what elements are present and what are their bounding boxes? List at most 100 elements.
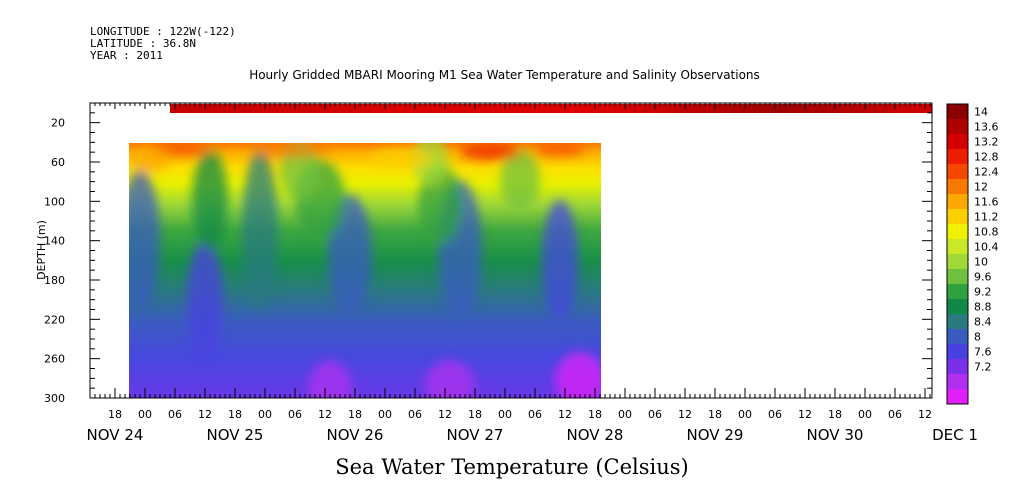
colorbar-label: 8.8: [974, 301, 992, 314]
colorbar-label: 10.4: [974, 241, 999, 254]
colorbar-swatch: [947, 344, 968, 360]
temperature-contour: [130, 148, 170, 172]
temperature-contour: [555, 352, 601, 398]
temperature-contour: [308, 360, 352, 398]
x-day-label: NOV 24: [87, 426, 144, 444]
x-hour-label: 18: [708, 408, 722, 421]
x-hour-label: 18: [348, 408, 362, 421]
colorbar-swatch: [947, 299, 968, 315]
temperature-contour: [129, 170, 160, 310]
colorbar-swatch: [947, 389, 968, 405]
x-hour-label: 12: [318, 408, 332, 421]
colorbar-swatch: [947, 359, 968, 375]
surface-temperature-band: [170, 104, 932, 113]
x-day-label: DEC 1: [932, 426, 978, 444]
x-hour-label: 00: [738, 408, 752, 421]
colorbar-label: 8.4: [974, 316, 992, 329]
colorbar-swatch: [947, 284, 968, 300]
x-day-label: NOV 30: [807, 426, 864, 444]
colorbar-label: 11.6: [974, 196, 999, 209]
y-axis-label: DEPTH (m): [35, 220, 48, 280]
colorbar-swatch: [947, 224, 968, 240]
temperature-field: [129, 143, 601, 398]
y-tick-label: 140: [44, 235, 65, 248]
temperature-contour: [425, 360, 475, 398]
temperature-contour: [280, 143, 320, 200]
x-hour-label: 12: [918, 408, 932, 421]
colorbar-label: 9.6: [974, 271, 992, 284]
colorbar-label: 12: [974, 181, 988, 194]
temperature-contour: [535, 144, 585, 156]
x-hour-label: 00: [498, 408, 512, 421]
colorbar-swatch: [947, 314, 968, 330]
x-day-label: NOV 28: [567, 426, 624, 444]
y-tick-label: 300: [44, 392, 65, 405]
x-hour-label: 06: [408, 408, 422, 421]
colorbar-label: 12.8: [974, 151, 999, 164]
y-tick-label: 180: [44, 274, 65, 287]
colorbar-swatch: [947, 239, 968, 255]
x-hour-label: 18: [588, 408, 602, 421]
colorbar-label: 7.6: [974, 346, 992, 359]
x-hour-label: 00: [378, 408, 392, 421]
x-hour-label: 00: [858, 408, 872, 421]
year-label: YEAR : 2011: [90, 49, 163, 62]
x-hour-label: 00: [618, 408, 632, 421]
x-day-label: NOV 29: [687, 426, 744, 444]
temperature-contour: [542, 200, 578, 320]
colorbar-label: 13.6: [974, 121, 999, 134]
temperature-contour: [242, 150, 278, 310]
temperature-contour: [250, 144, 330, 156]
colorbar-label: 12.4: [974, 166, 999, 179]
colorbar-swatch: [947, 269, 968, 285]
chart-title: Hourly Gridded MBARI Mooring M1 Sea Wate…: [249, 68, 760, 82]
colorbar-swatch: [947, 104, 968, 120]
colorbar-swatch: [947, 134, 968, 150]
colorbar-label: 8: [974, 331, 981, 344]
latitude-label: LATITUDE : 36.8N: [90, 37, 196, 50]
colorbar-swatch: [947, 329, 968, 345]
y-tick-label: 100: [44, 195, 65, 208]
y-tick-label: 20: [51, 117, 65, 130]
temperature-contour: [500, 150, 540, 210]
colorbar-swatch: [947, 209, 968, 225]
temperature-contour: [370, 148, 430, 168]
x-hour-label: 18: [108, 408, 122, 421]
x-hour-label: 06: [288, 408, 302, 421]
x-hour-label: 12: [798, 408, 812, 421]
colorbar-swatch: [947, 374, 968, 390]
colorbar-swatch: [947, 194, 968, 210]
colorbar-label: 10: [974, 256, 988, 269]
colorbar-swatch: [947, 149, 968, 165]
temperature-contour: [460, 144, 520, 160]
x-axis-title: Sea Water Temperature (Celsius): [335, 455, 689, 479]
x-hour-label: 06: [888, 408, 902, 421]
colorbar-label: 9.2: [974, 286, 992, 299]
x-axis: 18 00 06 12 18 00 06 12 18 00 06 12 18 00 06 12 18 00 06 12…: [87, 103, 978, 444]
y-axis: 20 60 100 140 180 220 260 300: [44, 102, 932, 405]
colorbar-label: 11.2: [974, 211, 999, 224]
colorbar-swatch: [947, 179, 968, 195]
colorbar-frame: [946, 103, 969, 405]
x-day-label: NOV 25: [207, 426, 264, 444]
y-tick-label: 260: [44, 353, 65, 366]
colorbar-swatch: [947, 164, 968, 180]
colorbar-swatch: [947, 119, 968, 135]
temperature-contour: [192, 150, 228, 250]
x-hour-label: 12: [438, 408, 452, 421]
colorbar-label: 14: [974, 106, 988, 119]
x-hour-label: 00: [138, 408, 152, 421]
colorbar-label: 10.8: [974, 226, 999, 239]
x-hour-label: 18: [468, 408, 482, 421]
x-hour-label: 00: [258, 408, 272, 421]
colorbar-label: 13.2: [974, 136, 999, 149]
x-hour-label: 18: [828, 408, 842, 421]
x-hour-label: 06: [528, 408, 542, 421]
colorbar: 14 13.6 13.2 12.8 12.4 12 11.6 11.2 10.8 10.4 10 9.…: [946, 103, 999, 405]
temperature-contour: [418, 165, 462, 245]
y-tick-label: 220: [44, 313, 65, 326]
y-tick-label: 60: [51, 156, 65, 169]
x-hour-label: 06: [168, 408, 182, 421]
x-hour-label: 12: [558, 408, 572, 421]
